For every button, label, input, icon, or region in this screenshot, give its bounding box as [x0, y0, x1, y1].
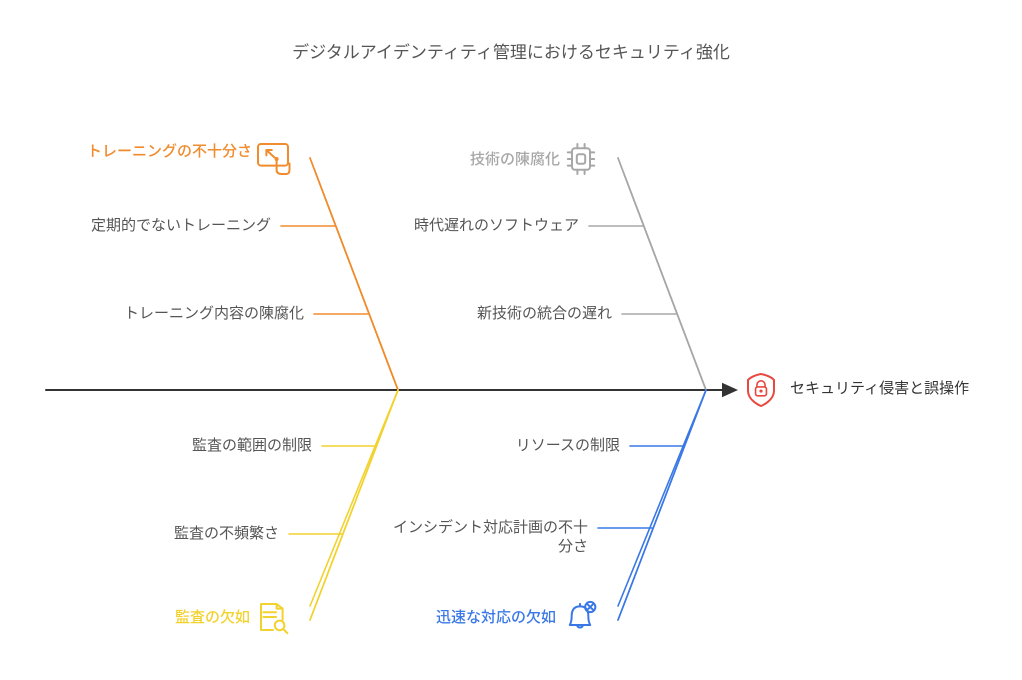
fishbone-svg	[0, 0, 1022, 680]
sub-cause-label: 監査の不頻繁さ	[109, 524, 279, 543]
sub-cause-label: トレーニング内容の陳腐化	[122, 304, 304, 323]
sub-cause-label: 時代遅れのソフトウェア	[409, 216, 579, 235]
chip-icon	[568, 144, 594, 174]
category-label: 監査の欠如	[130, 608, 250, 627]
finger-tap-icon	[258, 144, 290, 174]
sub-cause-label: 定期的でないトレーニング	[89, 216, 271, 235]
sub-cause-label: リソースの制限	[450, 436, 620, 455]
diagram-title: デジタルアイデンティティ管理におけるセキュリティ強化	[0, 38, 1022, 63]
bell-cancel-icon	[570, 602, 596, 628]
sub-cause-label: 監査の範囲の制限	[142, 436, 312, 455]
sub-cause-label: インシデント対応計画の不十分さ	[390, 518, 588, 556]
head-label: セキュリティ侵害と誤操作	[790, 378, 990, 398]
shield-lock-icon	[748, 374, 774, 406]
category-label: 迅速な対応の欠如	[390, 608, 556, 627]
category-label: 技術の陳腐化	[430, 150, 560, 169]
doc-search-icon	[261, 604, 287, 633]
category-label: トレーニングの不十分さ	[42, 142, 252, 161]
sub-cause-label: 新技術の統合の遅れ	[440, 304, 612, 323]
